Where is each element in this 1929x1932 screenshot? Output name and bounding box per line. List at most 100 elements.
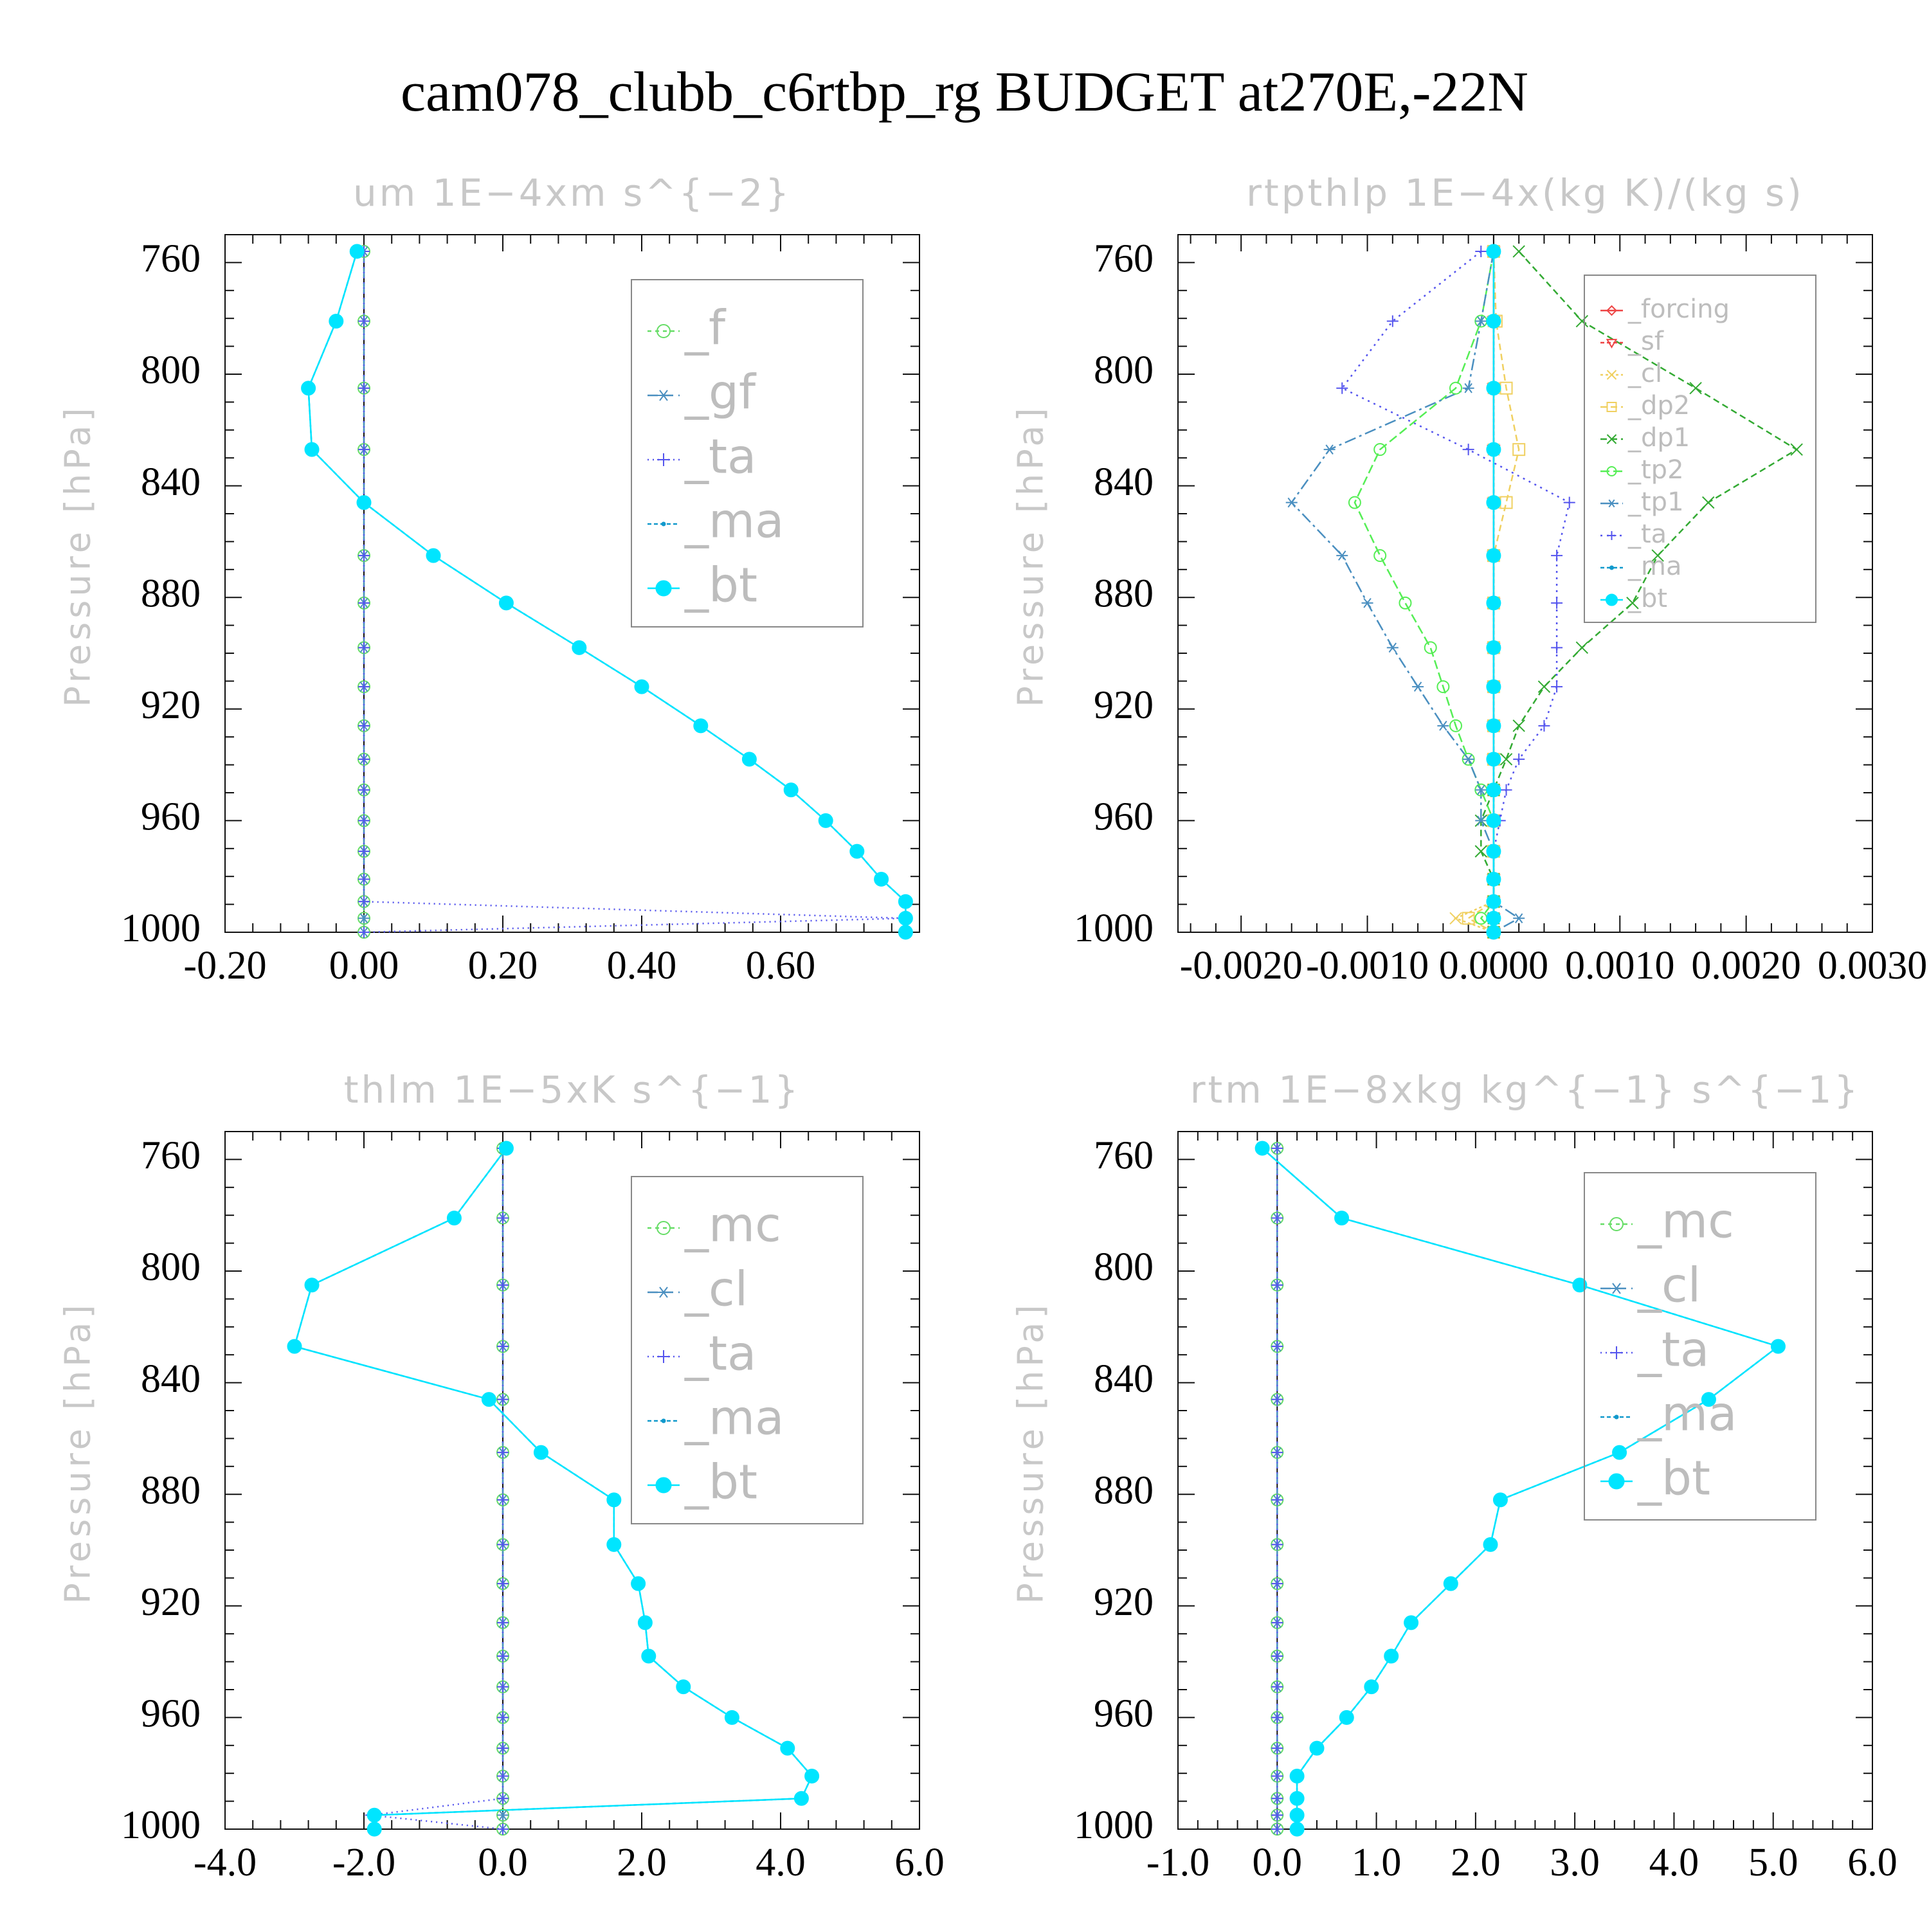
y-tick-label: 920 — [141, 1580, 201, 1624]
series-point-tp1 — [1462, 754, 1474, 764]
x-tick-label: -4.0 — [194, 1841, 257, 1884]
legend-label: _mc — [1637, 1194, 1734, 1249]
series-point-bt — [1289, 1769, 1305, 1784]
legend-marker — [655, 1477, 672, 1494]
series-point-tp1 — [1513, 913, 1525, 924]
y-tick-label: 960 — [141, 1692, 201, 1736]
x-tick-label: 0.0010 — [1565, 944, 1675, 988]
series-point-tp2 — [1449, 381, 1462, 395]
legend-label: _ta — [1627, 519, 1667, 549]
legend-label: _forcing — [1627, 294, 1730, 324]
legend-label: _cl — [1637, 1258, 1701, 1314]
series-point-bt — [1486, 640, 1501, 655]
series-point-bt — [606, 1537, 622, 1552]
series-point-bt — [1572, 1277, 1588, 1293]
series-point-bt — [1486, 752, 1501, 767]
series-point-bt — [304, 1277, 320, 1293]
series-point-tp1 — [1475, 316, 1487, 327]
series-point-bt — [572, 640, 587, 655]
series-point-dp1 — [1537, 680, 1551, 693]
y-tick-label: 960 — [1094, 795, 1154, 839]
series-point-bt — [804, 1769, 820, 1784]
series-point-bt — [724, 1710, 739, 1725]
x-tick-label: 0.0030 — [1818, 944, 1928, 988]
series-point-tp2 — [1348, 496, 1361, 509]
series-point-bt — [1486, 381, 1501, 396]
series-point-bt — [1289, 1821, 1305, 1837]
series-point-ta — [1271, 1616, 1283, 1629]
plot-frame — [1177, 1131, 1873, 1830]
series-point-dp1 — [1702, 496, 1715, 509]
series-point-bt — [783, 782, 799, 798]
legend-label: _bt — [1627, 584, 1667, 613]
series-point-ta — [358, 815, 370, 827]
x-tick-label: 0.0 — [1253, 1841, 1303, 1884]
series-point-ta — [358, 896, 370, 908]
series-point-ta — [1551, 642, 1563, 654]
series-point-ta — [1271, 1711, 1283, 1724]
series-point-dp1 — [1626, 597, 1639, 609]
series-point-tp2 — [1424, 641, 1437, 655]
legend-marker — [655, 580, 672, 597]
series-point-tp2 — [1373, 443, 1387, 456]
series-group — [1254, 1141, 1786, 1837]
series-point-bt — [1486, 718, 1501, 734]
series-point-bt — [367, 1807, 382, 1823]
legend-label: _bt — [684, 558, 757, 613]
series-point-ta — [1538, 719, 1550, 732]
series-point-ta — [1271, 1823, 1283, 1835]
series-point-bt — [898, 925, 913, 940]
series-point-tp1 — [1285, 497, 1298, 508]
legend-label: _f — [684, 301, 727, 356]
series-point-bt — [1309, 1740, 1325, 1756]
series-group — [301, 244, 913, 940]
y-tick-label: 800 — [141, 348, 201, 392]
series-point-ta — [1551, 550, 1563, 562]
series-point-bt — [637, 1615, 653, 1630]
y-tick-label: 920 — [1094, 1580, 1154, 1624]
series-point-bt — [1364, 1679, 1379, 1695]
series-group — [287, 1141, 820, 1837]
x-tick-label: -0.0020 — [1180, 944, 1303, 988]
series-point-bt — [693, 718, 709, 734]
series-point-ta — [1386, 315, 1399, 327]
x-tick-label: 0.0020 — [1691, 944, 1801, 988]
series-point-tp2 — [1373, 549, 1387, 563]
y-tick-label: 1000 — [121, 907, 201, 950]
x-tick-label: 0.20 — [468, 944, 538, 988]
legend-marker — [657, 453, 670, 466]
series-point-bt — [634, 679, 649, 694]
series-point-bt — [1486, 595, 1501, 611]
series-point-bt — [287, 1339, 302, 1354]
series-point-ta — [1271, 1650, 1283, 1662]
series-point-dp2 — [1462, 912, 1475, 925]
series-point-bt — [1483, 1537, 1498, 1552]
series-group — [1285, 244, 1803, 940]
legend-label: _gf — [684, 365, 757, 420]
y-tick-label: 800 — [1094, 348, 1154, 392]
legend-label: _tp1 — [1627, 487, 1684, 517]
x-tick-label: 6.0 — [894, 1841, 945, 1884]
series-point-ta — [497, 1742, 509, 1755]
y-tick-label: 880 — [141, 1468, 201, 1512]
series-point-ta — [1271, 1578, 1283, 1590]
series-point-ta — [358, 315, 370, 327]
series-point-bt — [793, 1791, 809, 1806]
series-point-ta — [1271, 1279, 1283, 1291]
series-point-ta — [497, 1578, 509, 1590]
legend-marker — [1609, 565, 1614, 570]
series-line-bt — [307, 251, 907, 932]
x-tick-label: 0.00 — [329, 944, 399, 988]
y-axis-label: Pressure [hPa] — [58, 1301, 98, 1603]
legend-box — [1584, 275, 1816, 623]
x-tick-label: 5.0 — [1748, 1841, 1798, 1884]
legend-label: _cl — [1627, 359, 1662, 388]
y-tick-label: 920 — [141, 683, 201, 727]
series-point-ta — [497, 1681, 509, 1693]
series-point-dp1 — [1512, 719, 1525, 732]
series-point-bt — [1770, 1339, 1786, 1354]
y-tick-label: 880 — [1094, 1468, 1154, 1512]
x-tick-label: -1.0 — [1146, 1841, 1209, 1884]
series-point-ta — [497, 1279, 509, 1291]
